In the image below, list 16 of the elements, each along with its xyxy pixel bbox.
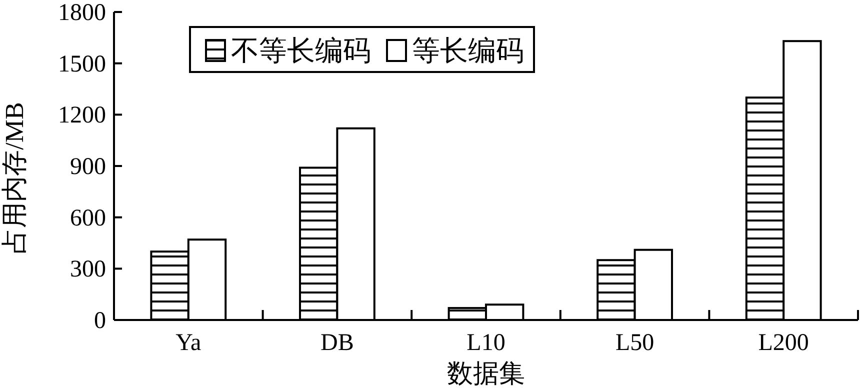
x-tick-label: L200 xyxy=(758,330,809,356)
x-tick-label: L50 xyxy=(615,330,654,356)
legend-label: 等长编码 xyxy=(412,36,524,67)
y-axis-title: 占用内存/MB xyxy=(0,102,29,254)
y-tick-label: 0 xyxy=(94,308,106,334)
y-tick-label: 1800 xyxy=(58,0,106,26)
y-tick-label: 600 xyxy=(70,205,106,232)
y-tick-label: 1200 xyxy=(58,102,106,129)
x-axis-title: 数据集 xyxy=(447,359,525,388)
legend-label: 不等长编码 xyxy=(231,36,371,67)
y-tick-label: 300 xyxy=(70,256,106,283)
y-tick-label: 900 xyxy=(70,154,106,180)
x-tick-label: L10 xyxy=(466,330,506,356)
x-tick-label: DB xyxy=(320,330,354,356)
y-tick-label: 1500 xyxy=(58,51,106,78)
x-tick-label: Ya xyxy=(176,330,202,356)
